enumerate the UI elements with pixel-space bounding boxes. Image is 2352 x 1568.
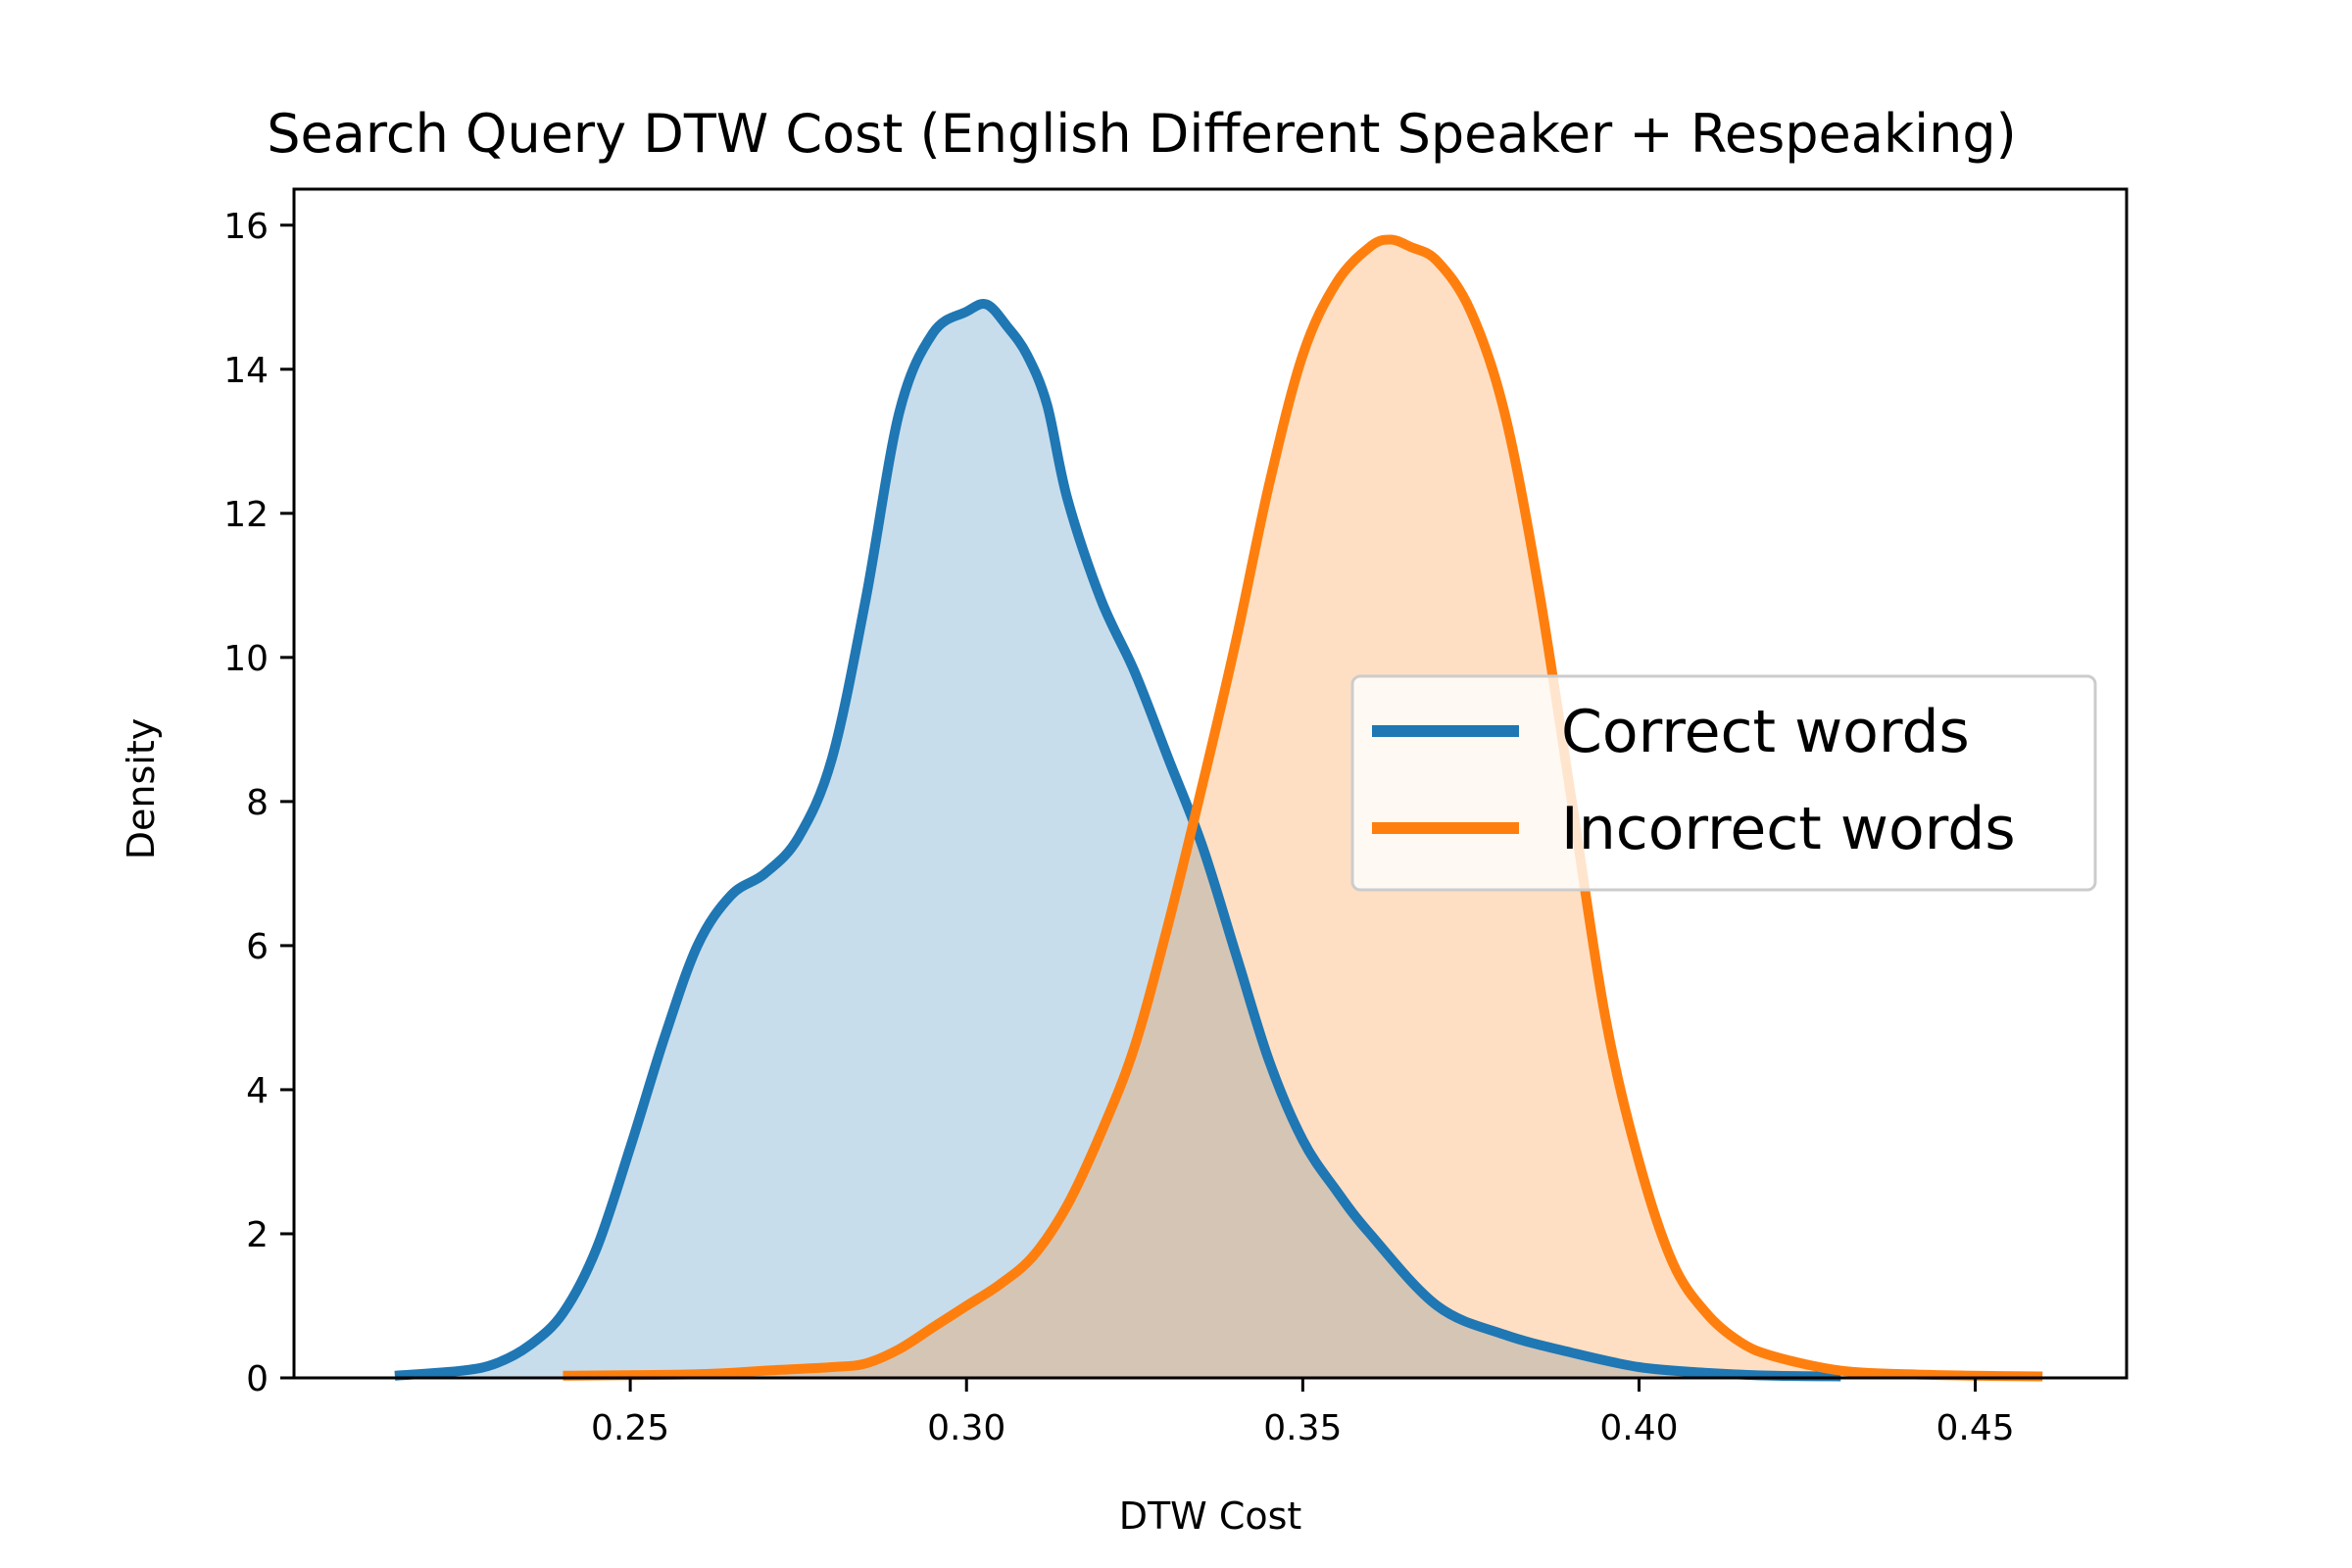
x-tick-label: 0.30 <box>927 1408 1005 1448</box>
y-tick-label: 0 <box>246 1359 269 1399</box>
y-tick-label: 2 <box>246 1215 269 1255</box>
area-fill-correct-words <box>394 303 1841 1379</box>
y-axis: 0 2 4 6 8 10 12 14 16 <box>223 207 294 1399</box>
density-line-incorrect-words <box>563 234 2043 1382</box>
series-lines <box>394 234 2043 1382</box>
y-tick-label: 12 <box>223 495 269 535</box>
area-fills <box>394 239 2043 1379</box>
area-fill-incorrect-words <box>563 239 2043 1378</box>
legend: Correct words Incorrect words <box>1350 674 2097 892</box>
legend-box <box>1350 674 2097 892</box>
y-tick-label: 8 <box>246 783 269 823</box>
x-tick-label: 0.45 <box>1936 1408 2015 1448</box>
axes-frame <box>292 187 2129 1380</box>
x-axis-label: DTW Cost <box>1119 1494 1302 1538</box>
y-tick-label: 14 <box>223 351 269 391</box>
x-tick-label: 0.25 <box>591 1408 669 1448</box>
y-axis-label: Density <box>120 718 163 859</box>
y-tick-label: 10 <box>223 639 269 679</box>
y-tick-label: 4 <box>246 1071 269 1111</box>
plot-area <box>394 234 2043 1382</box>
x-axis: 0.25 0.30 0.35 0.40 0.45 <box>591 1378 2015 1448</box>
x-tick-label: 0.40 <box>1599 1408 1678 1448</box>
legend-label-correct-words: Correct words <box>1561 698 1970 766</box>
x-tick-label: 0.35 <box>1263 1408 1342 1448</box>
y-tick-label: 6 <box>246 927 269 967</box>
y-tick-label: 16 <box>223 207 269 247</box>
chart-title: Search Query DTW Cost (English Different… <box>267 103 2016 165</box>
legend-label-incorrect-words: Incorrect words <box>1561 795 2016 863</box>
density-line-correct-words <box>394 299 1841 1382</box>
